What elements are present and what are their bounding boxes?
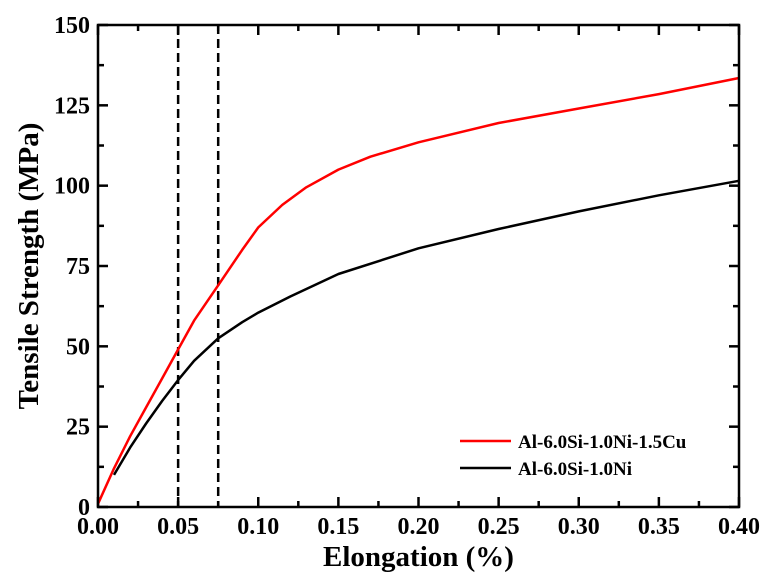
- x-axis-title: Elongation (%): [323, 541, 514, 573]
- plot-frame: [96, 23, 741, 509]
- legend-label-cu: Al-6.0Si-1.0Ni-1.5Cu: [518, 432, 687, 453]
- y-tick-label: 50: [66, 334, 90, 360]
- series-line-0: [96, 76, 740, 505]
- series-lines: [96, 76, 740, 505]
- x-tick-label: 0.40: [718, 514, 760, 540]
- dashed-reference-lines: [176, 25, 220, 507]
- y-tick-label: 150: [54, 13, 90, 39]
- y-tick-label: 0: [78, 495, 90, 521]
- y-tick-label: 125: [54, 93, 90, 119]
- legend-label-ni: Al-6.0Si-1.0Ni: [518, 459, 632, 480]
- x-tick-label: 0.10: [237, 514, 279, 540]
- x-tick-label: 0.15: [317, 514, 359, 540]
- y-tick-label: 100: [54, 174, 90, 200]
- y-tick-label: 75: [66, 254, 90, 280]
- x-tick-label: 0.05: [157, 514, 199, 540]
- x-tick-label: 0.35: [638, 514, 680, 540]
- x-tick-label: 0.30: [558, 514, 600, 540]
- x-ticks: 0.00 0.05 0.10 0.15 0.20 0.25 0.30 0.35 0.40: [77, 25, 760, 540]
- y-tick-label: 25: [66, 415, 90, 441]
- y-axis-title: Tensile Strength (MPa): [13, 123, 45, 410]
- legend: Al-6.0Si-1.0Ni-1.5Cu Al-6.0Si-1.0Ni: [460, 432, 687, 480]
- x-tick-label: 0.00: [77, 514, 119, 540]
- series-line-1: [112, 179, 740, 476]
- x-tick-label: 0.25: [478, 514, 520, 540]
- x-tick-label: 0.20: [398, 514, 440, 540]
